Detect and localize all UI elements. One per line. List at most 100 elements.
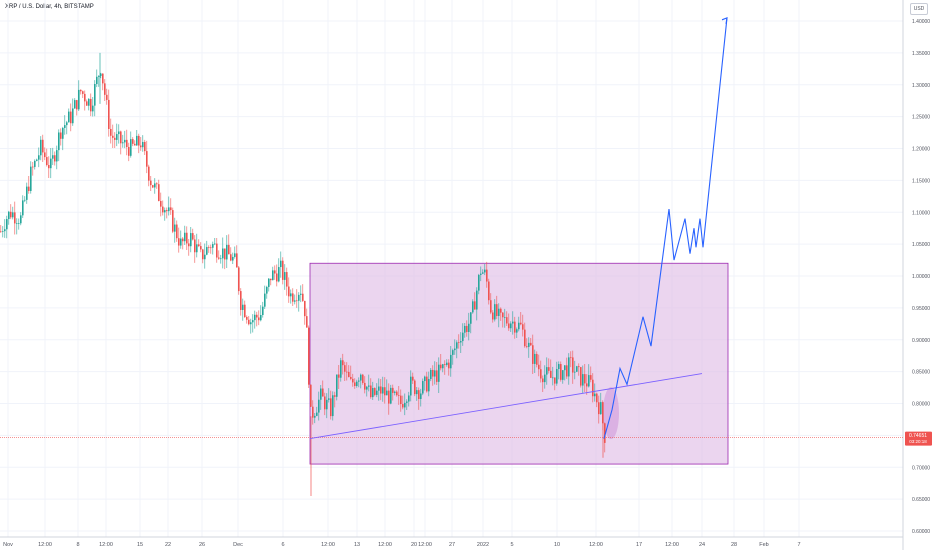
candle-body [604, 423, 606, 443]
price-badge-value: 0.74651 [909, 433, 927, 439]
candle-body [148, 166, 150, 181]
candle-body [566, 365, 568, 377]
candle-body [166, 210, 168, 212]
candle-body [176, 224, 178, 239]
candle-body [10, 211, 12, 218]
y-tick-label: 1.05000 [912, 242, 930, 248]
candle-body [578, 366, 580, 368]
candle-body [470, 312, 472, 324]
candle-body [200, 246, 202, 250]
candle-body [350, 376, 352, 379]
x-tick-label: 12:00 [99, 542, 113, 548]
candle-body [592, 379, 594, 397]
symbol-title: XRP / U.S. Dollar, 4h, BITSTAMP [5, 4, 94, 10]
candle-body [512, 321, 514, 324]
candle-body [352, 378, 354, 383]
candle-body [174, 224, 176, 232]
x-tick-label: 12:00 [38, 542, 52, 548]
candle-body [438, 364, 440, 382]
candle-body [236, 253, 238, 268]
candle-body [320, 388, 322, 400]
candle-body [474, 301, 476, 310]
candle-body [370, 385, 372, 398]
x-tick-label: 20 [411, 542, 417, 548]
candle-body [456, 342, 458, 349]
candle-body [324, 396, 326, 410]
candle-body [274, 270, 276, 274]
candle-body [104, 83, 106, 95]
candle-body [382, 387, 384, 394]
candle-body [90, 98, 92, 112]
y-tick-label: 0.85000 [912, 370, 930, 376]
candle-body [56, 150, 58, 162]
candle-body [112, 135, 114, 138]
candle-body [232, 256, 234, 261]
candle-body [524, 329, 526, 347]
candle-body [476, 290, 478, 310]
candle-body [394, 391, 396, 393]
x-tick-label: Dec [233, 542, 243, 548]
candle-body [414, 380, 416, 395]
candle-body [526, 346, 528, 347]
x-tick-label: 5 [510, 542, 513, 548]
candle-body [552, 377, 554, 379]
candle-body [150, 180, 152, 186]
candle-body [538, 364, 540, 370]
candle-body [496, 304, 498, 316]
candle-body [14, 212, 16, 224]
candle-body [316, 412, 318, 416]
candle-body [390, 387, 392, 404]
y-tick-label: 1.25000 [912, 115, 930, 121]
candle-body [42, 139, 44, 153]
y-tick-label: 1.40000 [912, 19, 930, 25]
candle-body [318, 399, 320, 413]
currency-button[interactable]: USD [910, 3, 928, 15]
candle-body [216, 243, 218, 258]
candle-body [196, 244, 198, 253]
candle-body [598, 402, 600, 415]
price-badge-countdown: 03:20:18 [909, 439, 927, 444]
candle-body [248, 319, 250, 325]
candle-body [226, 244, 228, 260]
candle-body [172, 210, 174, 232]
candle-body [478, 274, 480, 291]
candle-body [338, 374, 340, 378]
candle-body [346, 371, 348, 373]
candle-body [364, 382, 366, 390]
candle-body [440, 364, 442, 369]
candle-body [564, 365, 566, 371]
candle-body [458, 342, 460, 344]
candle-body [184, 232, 186, 242]
candle-body [528, 342, 530, 347]
x-tick-label: 7 [797, 542, 800, 548]
candle-body [510, 323, 512, 329]
candle-body [240, 291, 242, 310]
projection-arrowhead [721, 16, 728, 24]
candle-body [356, 381, 358, 386]
candle-body [354, 382, 356, 386]
candle-body [144, 141, 146, 152]
candle-body [460, 341, 462, 343]
candle-body [548, 367, 550, 371]
candle-body [130, 139, 132, 156]
candle-body [34, 160, 36, 167]
candle-body [234, 253, 236, 257]
candle-body [170, 207, 172, 211]
candle-body [108, 99, 110, 129]
candle-body [490, 300, 492, 313]
price-badge [905, 431, 932, 446]
candle-body [278, 267, 280, 282]
candle-body [64, 125, 66, 128]
x-tick-label: 12:00 [665, 542, 679, 548]
candle-body [2, 231, 4, 232]
candle-body [292, 293, 294, 302]
x-tick-label: 17 [636, 542, 642, 548]
candle-body [156, 183, 158, 185]
candle-body [58, 132, 60, 151]
y-tick-label: 0.95000 [912, 306, 930, 312]
candle-body [290, 293, 292, 297]
x-tick-label: 12:00 [589, 542, 603, 548]
candle-body [266, 286, 268, 294]
candle-body [122, 142, 124, 144]
